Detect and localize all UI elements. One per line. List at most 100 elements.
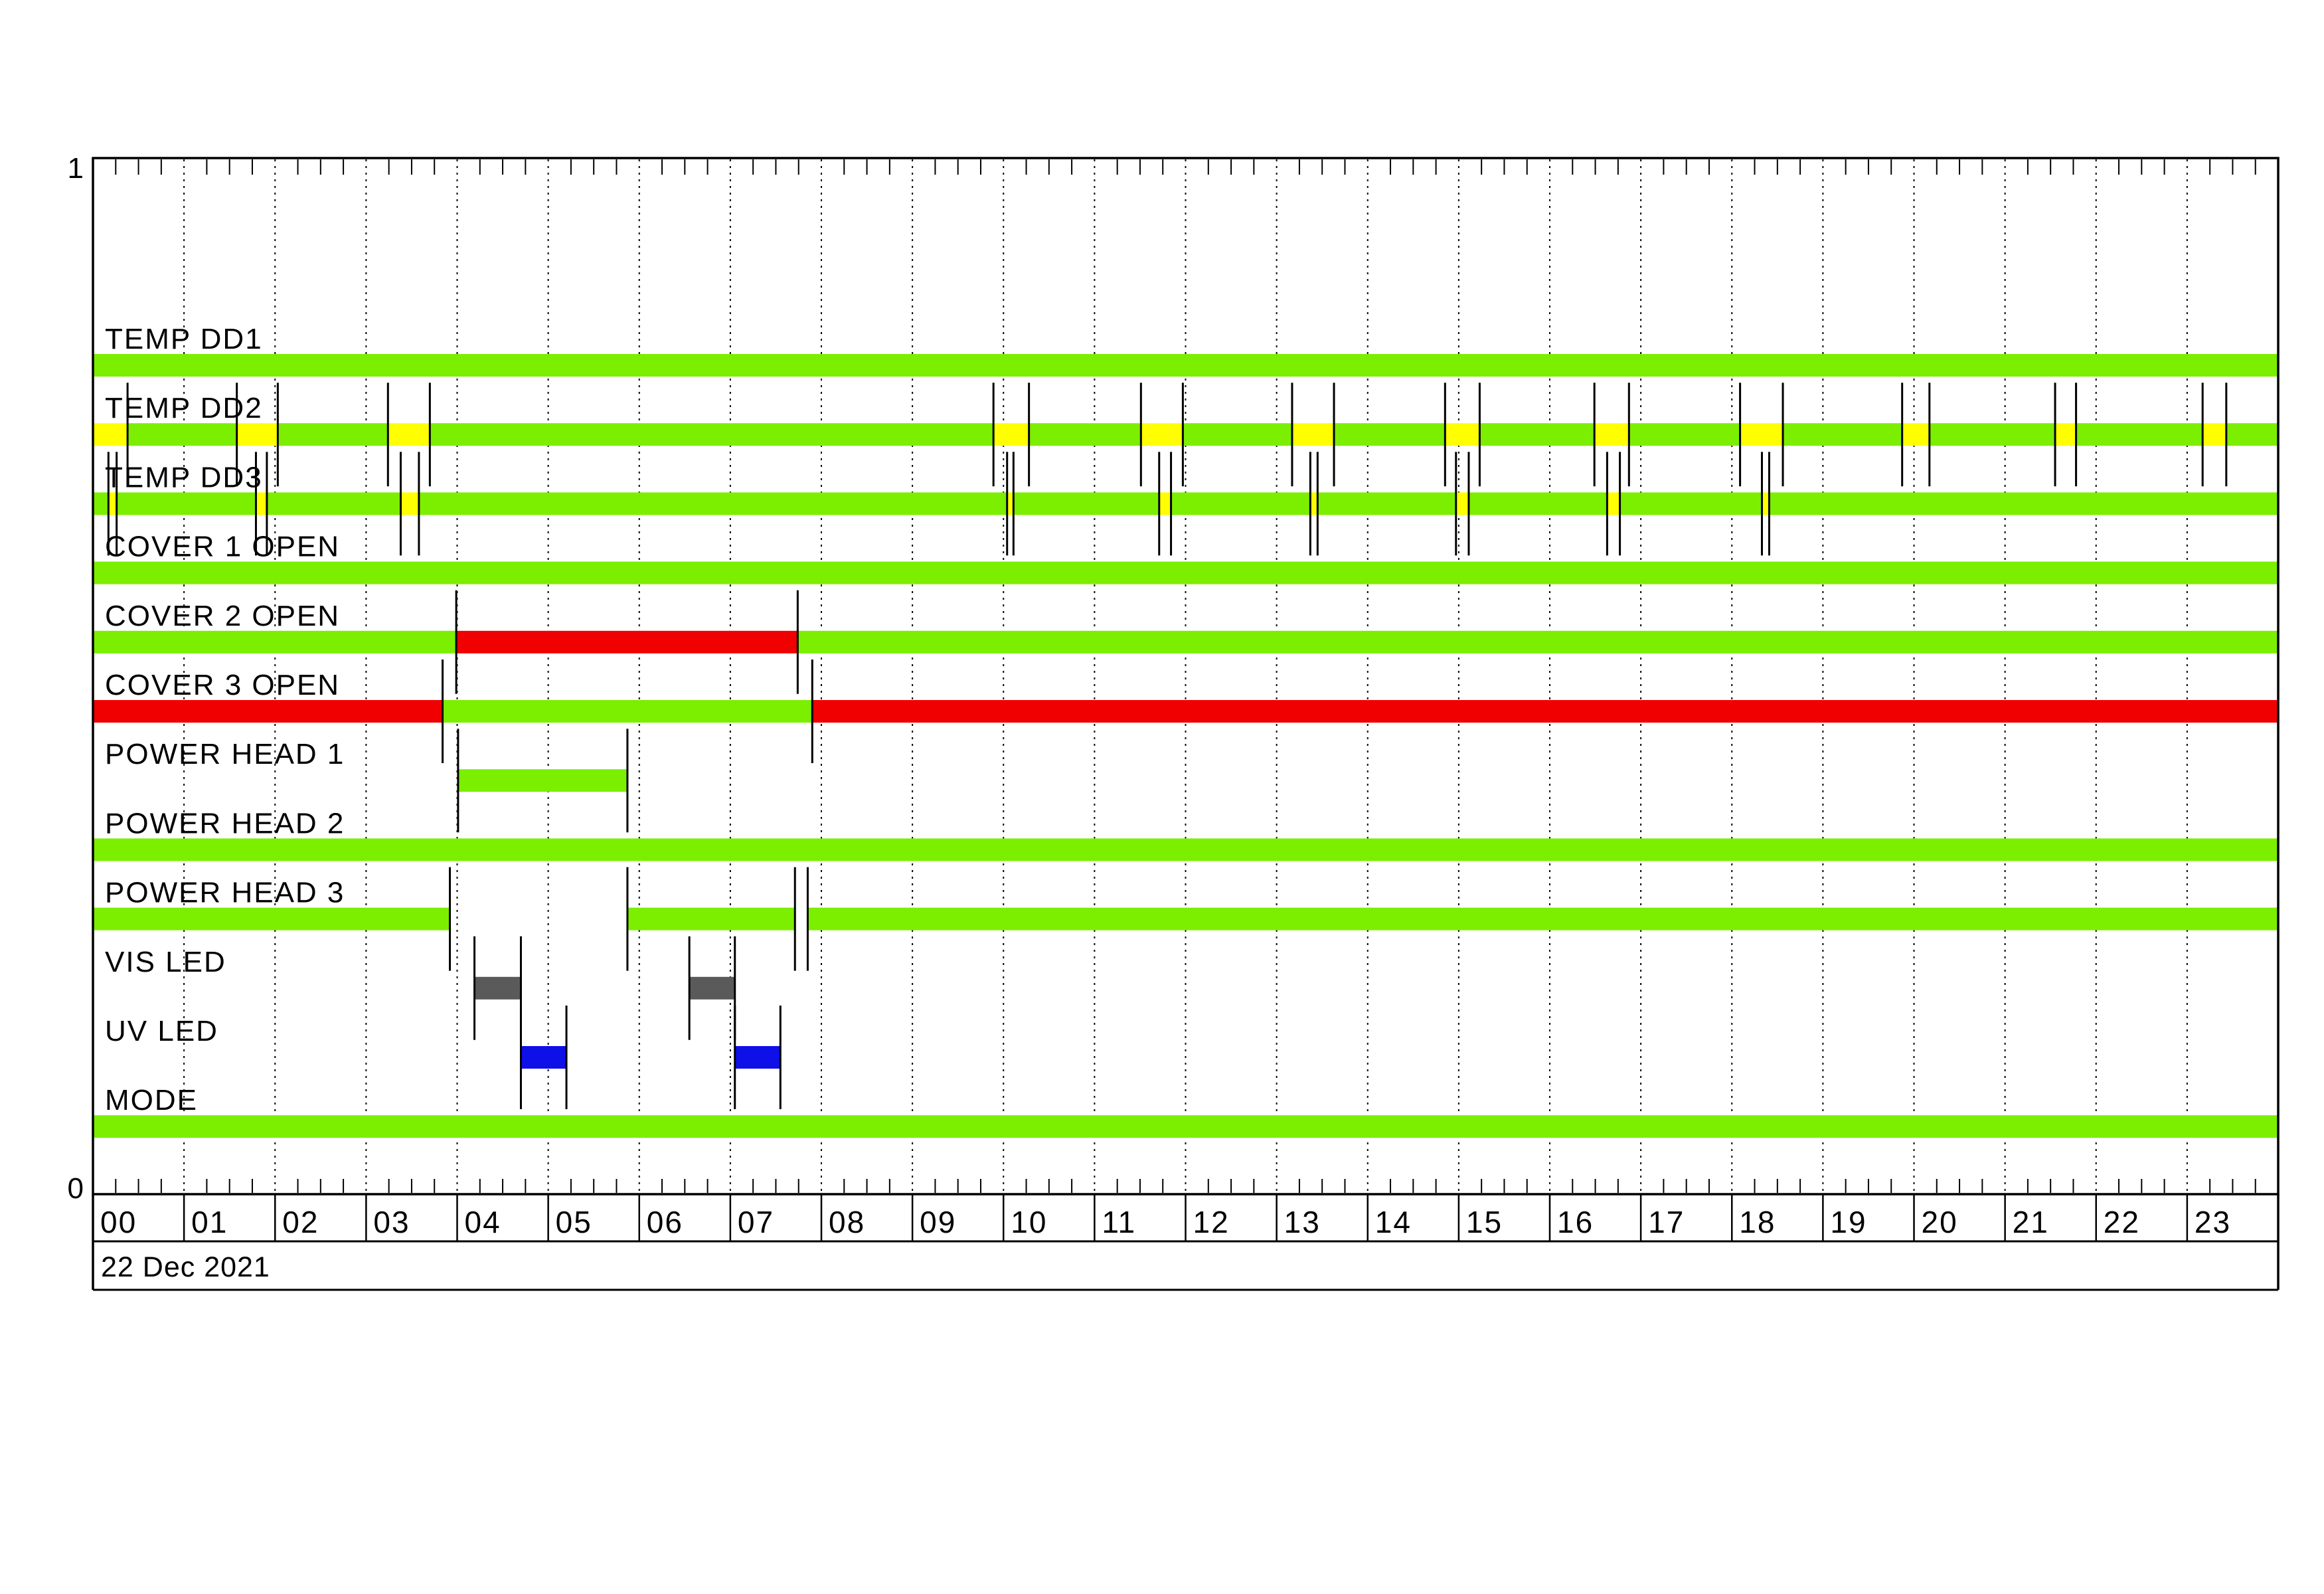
row-label: POWER HEAD 1 — [105, 738, 345, 770]
bar-segment-red — [93, 700, 443, 723]
row-label: COVER 2 OPEN — [105, 600, 340, 632]
bar-segment-yellow — [993, 423, 1029, 446]
hour-label: 22 — [2104, 1205, 2140, 1239]
bar-segment-green — [266, 492, 401, 515]
bar-segment-green — [127, 423, 237, 446]
bar-segment-yellow — [1291, 423, 1335, 446]
bar-segment-green — [1783, 423, 1902, 446]
bar-segment-yellow — [1740, 423, 1784, 446]
hour-label: 19 — [1830, 1205, 1867, 1239]
bar-segment-green — [93, 561, 2278, 584]
bar-segment-yellow — [1159, 492, 1171, 515]
bar-segment-green — [1619, 492, 1762, 515]
hour-label: 21 — [2013, 1205, 2049, 1239]
hour-label: 18 — [1739, 1205, 1776, 1239]
bar-segment-yellow — [1310, 492, 1318, 515]
bar-segment-green — [93, 907, 450, 930]
bar-segment-green — [457, 769, 627, 792]
bar-segment-yellow — [1594, 423, 1629, 446]
y-axis-top-label: 1 — [68, 152, 84, 185]
bar-segment-green — [1171, 492, 1311, 515]
hour-label: 17 — [1648, 1205, 1685, 1239]
bar-segment-yellow — [1607, 492, 1620, 515]
row-temp-dd2: TEMP DD2 — [93, 383, 2278, 487]
bar-segment-green — [797, 630, 2278, 654]
bar-segment-green — [1929, 423, 2056, 446]
row-cover-2-open: COVER 2 OPEN — [93, 590, 2278, 694]
bar-segment-yellow — [93, 423, 128, 446]
date-label: 22 Dec 2021 — [101, 1251, 270, 1283]
row-label: VIS LED — [105, 946, 226, 978]
hour-label: 05 — [556, 1205, 592, 1239]
bar-segment-green — [116, 492, 256, 515]
bar-segment-green — [93, 630, 457, 654]
bar-segment-green — [1029, 423, 1141, 446]
bar-segment-red — [812, 700, 2278, 723]
bar-segment-green — [1317, 492, 1456, 515]
row-cover-1-open: COVER 1 OPEN — [93, 531, 2278, 584]
row-label: TEMP DD3 — [105, 461, 263, 493]
bar-segment-blue — [734, 1046, 781, 1069]
bar-segment-green — [807, 907, 2279, 930]
hour-label: 08 — [829, 1205, 865, 1239]
hour-label: 06 — [647, 1205, 683, 1239]
bar-segment-yellow — [108, 492, 117, 515]
bar-segment-yellow — [1141, 423, 1183, 446]
hour-label: 01 — [191, 1205, 228, 1239]
bar-segment-green — [2226, 423, 2278, 446]
hour-label: 15 — [1466, 1205, 1503, 1239]
bar-segment-gray — [474, 976, 521, 1000]
row-label: TEMP DD2 — [105, 392, 263, 424]
bar-segment-green — [1013, 492, 1159, 515]
row-uv-led: UV LED — [105, 1006, 782, 1109]
row-mode: MODE — [93, 1084, 2278, 1138]
row-power-head-3: POWER HEAD 3 — [93, 867, 2279, 971]
bar-segment-green — [93, 838, 2278, 861]
hour-label: 09 — [920, 1205, 956, 1239]
bar-segment-yellow — [1007, 492, 1014, 515]
row-cover-3-open: COVER 3 OPEN — [93, 660, 2278, 763]
bar-segment-green — [93, 354, 2278, 377]
row-temp-dd3: TEMP DD3 — [93, 452, 2278, 556]
row-temp-dd1: TEMP DD1 — [93, 323, 2278, 377]
bar-segment-green — [1468, 492, 1608, 515]
bar-segment-yellow — [236, 423, 278, 446]
row-label: POWER HEAD 3 — [105, 877, 345, 909]
bar-segment-green — [430, 423, 994, 446]
hour-label: 20 — [1922, 1205, 1958, 1239]
bar-segment-green — [93, 492, 109, 515]
bar-segment-green — [1183, 423, 1292, 446]
hour-label: 12 — [1193, 1205, 1230, 1239]
row-label: POWER HEAD 2 — [105, 807, 345, 840]
bar-segment-yellow — [388, 423, 430, 446]
bar-segment-green — [278, 423, 388, 446]
hour-label: 16 — [1557, 1205, 1594, 1239]
row-power-head-2: POWER HEAD 2 — [93, 807, 2278, 861]
bar-segment-yellow — [1902, 423, 1930, 446]
hour-label: 00 — [100, 1205, 137, 1239]
bar-segment-green — [93, 1115, 2278, 1138]
hour-label: 07 — [738, 1205, 774, 1239]
bar-segment-green — [627, 907, 795, 930]
row-power-head-1: POWER HEAD 1 — [105, 729, 629, 833]
hour-label: 14 — [1375, 1205, 1412, 1239]
row-label: TEMP DD1 — [105, 323, 263, 355]
hour-label: 02 — [282, 1205, 319, 1239]
bar-segment-blue — [521, 1046, 567, 1069]
bar-segment-green — [1479, 423, 1595, 446]
bar-segment-green — [418, 492, 1007, 515]
bar-segment-red — [456, 630, 798, 654]
bar-segment-green — [1334, 423, 1446, 446]
bar-segment-green — [2076, 423, 2203, 446]
bar-segment-green — [1769, 492, 2278, 515]
bar-segment-yellow — [1762, 492, 1770, 515]
hour-label: 11 — [1102, 1205, 1136, 1239]
bar-segment-yellow — [400, 492, 419, 515]
hour-label: 13 — [1284, 1205, 1321, 1239]
bar-segment-gray — [689, 976, 735, 1000]
bar-segment-yellow — [1455, 492, 1469, 515]
bar-segment-yellow — [2055, 423, 2076, 446]
row-label: COVER 1 OPEN — [105, 531, 340, 563]
